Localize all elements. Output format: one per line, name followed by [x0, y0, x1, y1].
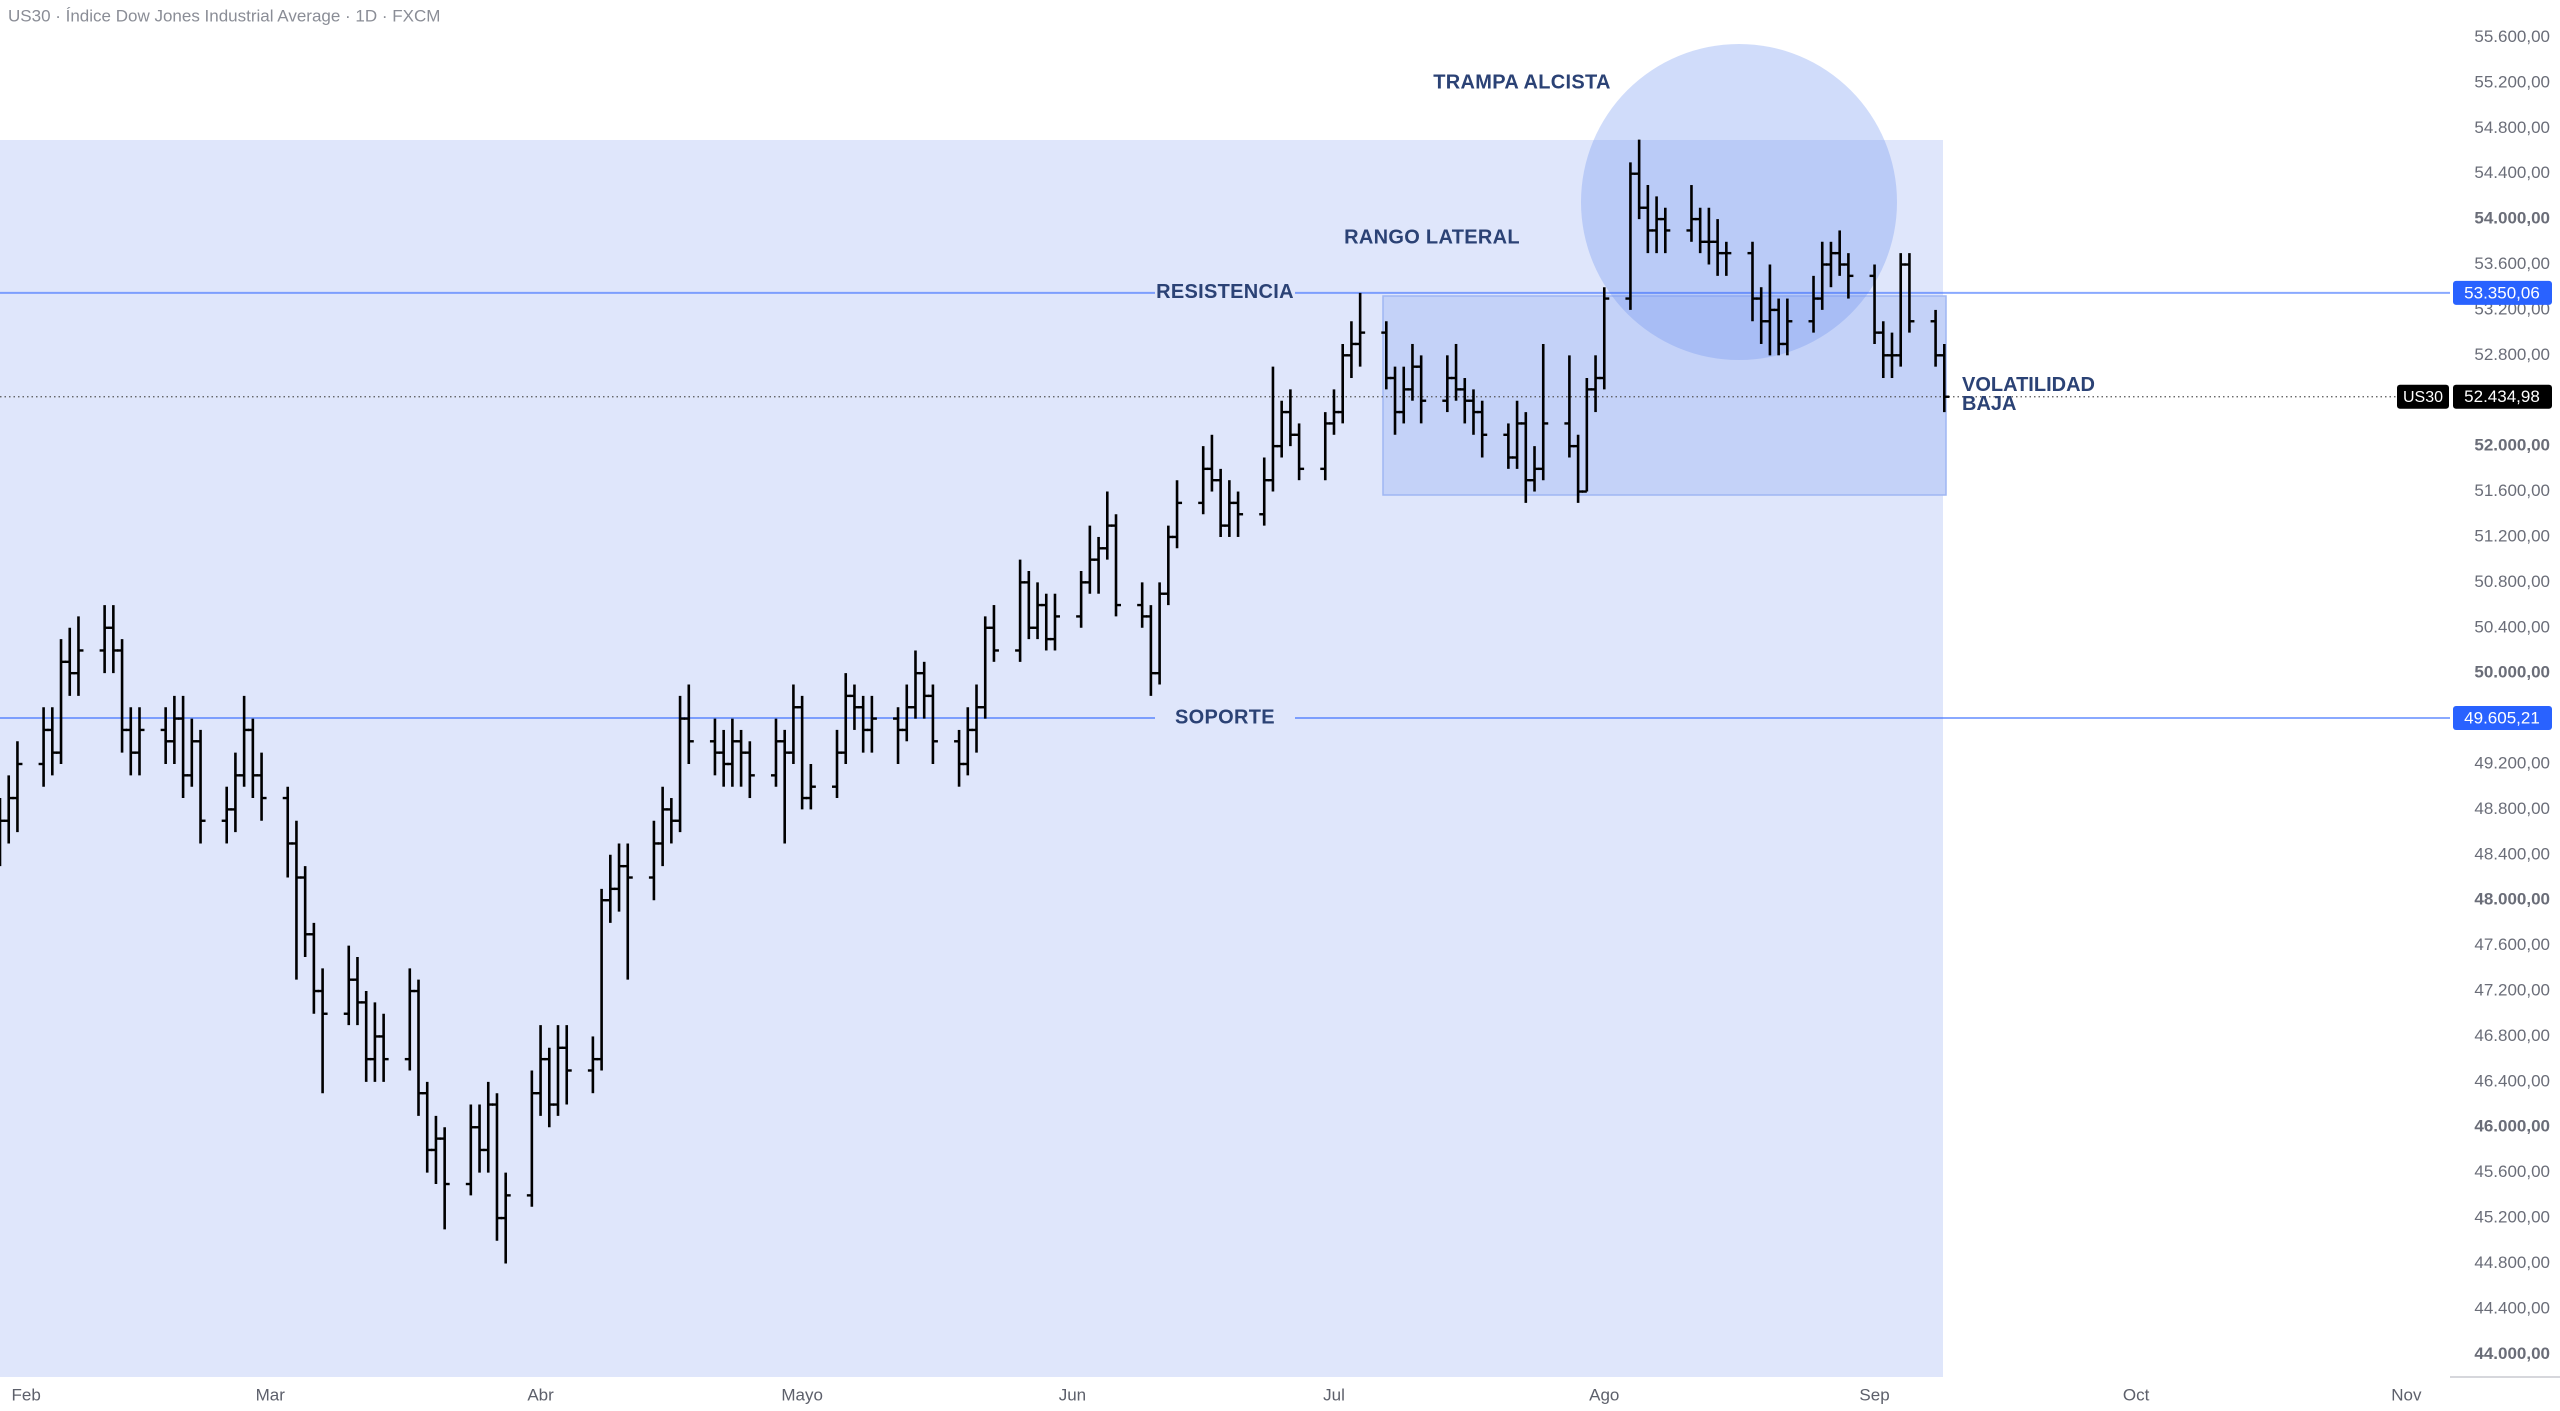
x-tick-label: Nov: [2391, 1385, 2422, 1404]
y-tick-label: 48.000,00: [2474, 890, 2550, 909]
y-tick-label: 44.000,00: [2474, 1344, 2550, 1363]
x-tick-label: Sep: [1859, 1385, 1889, 1404]
y-tick-label: 44.800,00: [2474, 1253, 2550, 1272]
range-box: [1382, 295, 1947, 496]
annotation: RANGO LATERAL: [1344, 226, 1520, 248]
y-tick-label: 46.800,00: [2474, 1026, 2550, 1045]
y-tick-label: 47.600,00: [2474, 935, 2550, 954]
bars: [0, 139, 1950, 1264]
price-tag: [2453, 705, 2552, 730]
y-tick-label: 54.800,00: [2474, 118, 2550, 137]
y-tick-label: 48.400,00: [2474, 844, 2550, 863]
symbol-tag: [2397, 384, 2449, 409]
y-tick-label: 50.800,00: [2474, 572, 2550, 591]
y-tick-label: 52.800,00: [2474, 345, 2550, 364]
y-tick-label: 54.000,00: [2474, 209, 2550, 228]
y-tick-label: 52.000,00: [2474, 436, 2550, 455]
axis: 44.000,00 44.400,00 44.800,00 45.200,00 45.6…: [12, 27, 2552, 1404]
y-tick-label: 47.200,00: [2474, 981, 2550, 1000]
chart-title: US30 · Índice Dow Jones Industrial Avera…: [8, 6, 440, 25]
level-name: SOPORTE: [1175, 706, 1275, 728]
price-tag: [2453, 280, 2552, 305]
y-tick-label: 50.000,00: [2474, 663, 2550, 682]
x-tick-label: Abr: [527, 1385, 554, 1404]
x-tick-label: Mar: [256, 1385, 286, 1404]
x-tick-label: Feb: [12, 1385, 41, 1404]
levels: RESISTENCIA SOPORTE: [0, 279, 2450, 731]
y-tick-label: 55.600,00: [2474, 27, 2550, 46]
x-tick-label: Jul: [1323, 1385, 1345, 1404]
y-tick-label: 49.200,00: [2474, 753, 2550, 772]
x-tick-label: Ago: [1589, 1385, 1619, 1404]
y-tick-label: 53.600,00: [2474, 254, 2550, 273]
x-tick-label: Mayo: [781, 1385, 823, 1404]
symbol-tag-label: US30: [2403, 389, 2443, 406]
y-tick-label: 50.400,00: [2474, 617, 2550, 636]
label-bg: [1155, 704, 1295, 731]
annotation: VOLATILIDAD BAJA: [1962, 374, 2095, 415]
y-tick-label: 51.200,00: [2474, 526, 2550, 545]
y-tick-label: 45.200,00: [2474, 1208, 2550, 1227]
level-name: RESISTENCIA: [1156, 281, 1294, 303]
price-tag-label: 53.350,06: [2464, 283, 2540, 302]
y-tick-label: 46.400,00: [2474, 1071, 2550, 1090]
label-bg: [1155, 279, 1295, 306]
trap-circle: [1581, 44, 1897, 360]
y-tick-label: 45.600,00: [2474, 1162, 2550, 1181]
price-tag-label: 49.605,21: [2464, 708, 2540, 727]
y-tick-label: 48.800,00: [2474, 799, 2550, 818]
y-tick-label: 44.400,00: [2474, 1298, 2550, 1317]
y-tick-label: 54.400,00: [2474, 163, 2550, 182]
y-tick-label: 51.600,00: [2474, 481, 2550, 500]
annotation: TRAMPA ALCISTA: [1433, 71, 1611, 93]
price-tag: [2453, 384, 2552, 409]
y-tick-label: 46.000,00: [2474, 1117, 2550, 1136]
price-tag-label: 52.434,98: [2464, 387, 2540, 406]
x-tick-label: Oct: [2123, 1385, 2150, 1404]
y-tick-label: 55.200,00: [2474, 72, 2550, 91]
x-tick-label: Jun: [1059, 1385, 1086, 1404]
